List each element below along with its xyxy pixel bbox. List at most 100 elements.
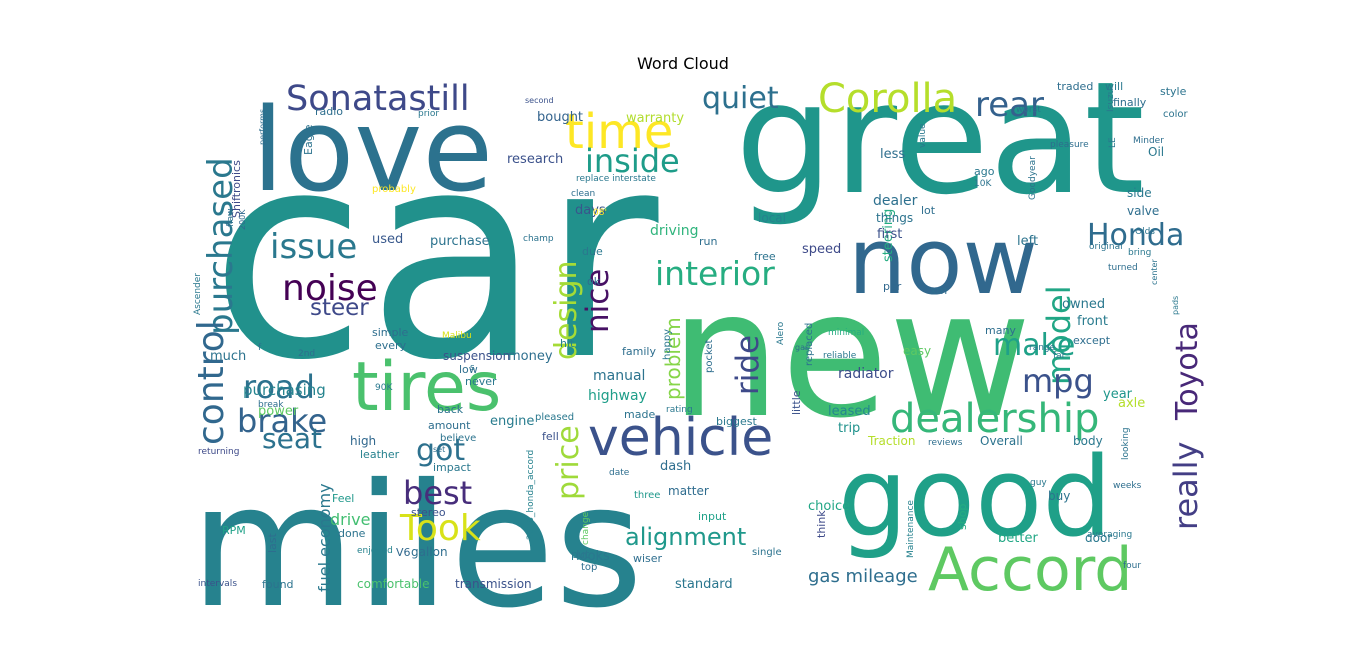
word-performs: performs xyxy=(258,109,267,145)
word-bought: bought xyxy=(537,110,583,125)
word-seat: seat xyxy=(262,422,322,455)
chart-title: Word Cloud xyxy=(637,54,729,73)
word-dealer: dealer xyxy=(873,193,918,209)
word-honda: Honda xyxy=(1087,218,1184,253)
word-maintenance: Maintenance xyxy=(906,500,916,558)
word-pleased: pleased xyxy=(535,412,574,423)
word-much: much xyxy=(210,349,246,364)
word-wiser: wiser xyxy=(633,552,663,565)
word-days: days xyxy=(575,203,606,218)
word-leather: leather xyxy=(360,448,400,461)
word-rear: rear xyxy=(975,85,1044,125)
word-local: local xyxy=(758,211,786,225)
word-pocket: pocket xyxy=(704,339,715,373)
word-impact: impact xyxy=(433,461,472,474)
word-amount: amount xyxy=(428,419,471,432)
word-champ: champ xyxy=(523,234,554,244)
word-purchasing: purchasing xyxy=(243,381,326,399)
word-ago: ago xyxy=(974,165,995,178)
word-corolla: Corolla xyxy=(818,76,957,122)
word-price: price xyxy=(551,425,586,500)
word-less: less xyxy=(880,147,905,162)
word-tires: tires xyxy=(352,348,501,427)
word-love: love xyxy=(252,84,493,218)
word-low: low xyxy=(459,363,478,376)
word-nice: nice xyxy=(580,269,616,333)
word-alignment: alignment xyxy=(625,523,746,551)
word-sonatastill: Sonatastill xyxy=(286,79,470,119)
word-toyota: Toyota xyxy=(1170,322,1205,421)
word-mpg: mpg xyxy=(1022,362,1094,400)
word-last: last xyxy=(266,532,279,553)
word-never: never xyxy=(465,375,497,388)
word-second: second xyxy=(525,96,554,105)
word-noise: noise xyxy=(282,268,378,309)
word-valve: valve xyxy=(1127,204,1159,218)
word-warranty: warranty xyxy=(626,111,684,126)
word-gallon: gallon xyxy=(411,545,448,559)
word-averaging: averaging xyxy=(1087,530,1132,540)
word-front: front xyxy=(1077,314,1108,329)
word-every: every xyxy=(375,339,407,352)
word-highway: highway xyxy=(588,388,647,404)
word-weeks: weeks xyxy=(1113,481,1142,491)
word-power: power xyxy=(258,404,299,419)
word-better: better xyxy=(998,531,1038,546)
word-date: date xyxy=(609,468,630,478)
word-pleasure: pleasure xyxy=(1050,140,1089,150)
word-radiator: radiator xyxy=(838,366,894,382)
word-first: first xyxy=(877,227,902,242)
word-90k: 90K xyxy=(375,383,393,393)
word-hit: hit xyxy=(560,337,575,350)
word-put: put xyxy=(571,548,590,561)
word-rating: rating xyxy=(666,405,693,415)
word-oil: Oil xyxy=(1148,145,1164,159)
word-got: got xyxy=(416,433,465,468)
word-time: time xyxy=(565,104,673,160)
word-clean: clean xyxy=(571,189,595,199)
word-reliable: reliable xyxy=(823,351,857,361)
word-shiftronics: Shiftronics xyxy=(230,160,243,218)
word-design: design xyxy=(549,260,584,360)
word-standard: standard xyxy=(675,577,733,592)
word-comfortable: comfortable xyxy=(357,577,430,591)
word-model: model xyxy=(1040,285,1078,385)
word-v6: V6 xyxy=(396,546,411,559)
word-malibu: Malibu xyxy=(442,331,472,341)
word-enjoyed: enjoyed xyxy=(357,546,393,556)
word-think: think xyxy=(815,510,828,538)
word-found: found xyxy=(262,578,294,591)
word-money: money xyxy=(508,349,553,364)
word-lot: lot xyxy=(921,204,936,217)
word-center: center xyxy=(1150,259,1159,285)
word-stereo: stereo xyxy=(411,506,446,519)
word-radio: radio xyxy=(315,105,343,118)
word-control: control xyxy=(191,320,232,445)
word-best: best xyxy=(403,474,472,512)
word-axle: axle xyxy=(1118,396,1145,411)
word-color: color xyxy=(1163,109,1189,120)
word-guy: guy xyxy=(1030,478,1047,488)
word-new: new xyxy=(670,254,1032,457)
word-dealership: dealership xyxy=(890,396,1099,442)
word-original: original xyxy=(1089,242,1123,252)
word-brake: brake xyxy=(237,402,327,440)
word-10k: 10K xyxy=(974,179,992,189)
word-traded: traded xyxy=(1057,80,1093,93)
word-really: really xyxy=(1167,442,1205,530)
word-research: research xyxy=(507,152,563,167)
word-ride: ride xyxy=(730,335,766,395)
word-probably: probably xyxy=(372,184,416,195)
word-vehicle: vehicle xyxy=(588,408,773,468)
word-good: good xyxy=(838,433,1112,561)
word-drive: drive xyxy=(330,510,371,529)
word-purchased: purchased xyxy=(201,157,241,335)
word-family: family xyxy=(622,345,656,358)
word-buy: buy xyxy=(1048,489,1070,503)
word-many: many xyxy=(985,324,1016,337)
word-input: input xyxy=(698,510,727,523)
word-interior: interior xyxy=(655,254,775,293)
word-feel: Feel xyxy=(332,492,354,505)
word-prior: prior xyxy=(418,109,439,119)
